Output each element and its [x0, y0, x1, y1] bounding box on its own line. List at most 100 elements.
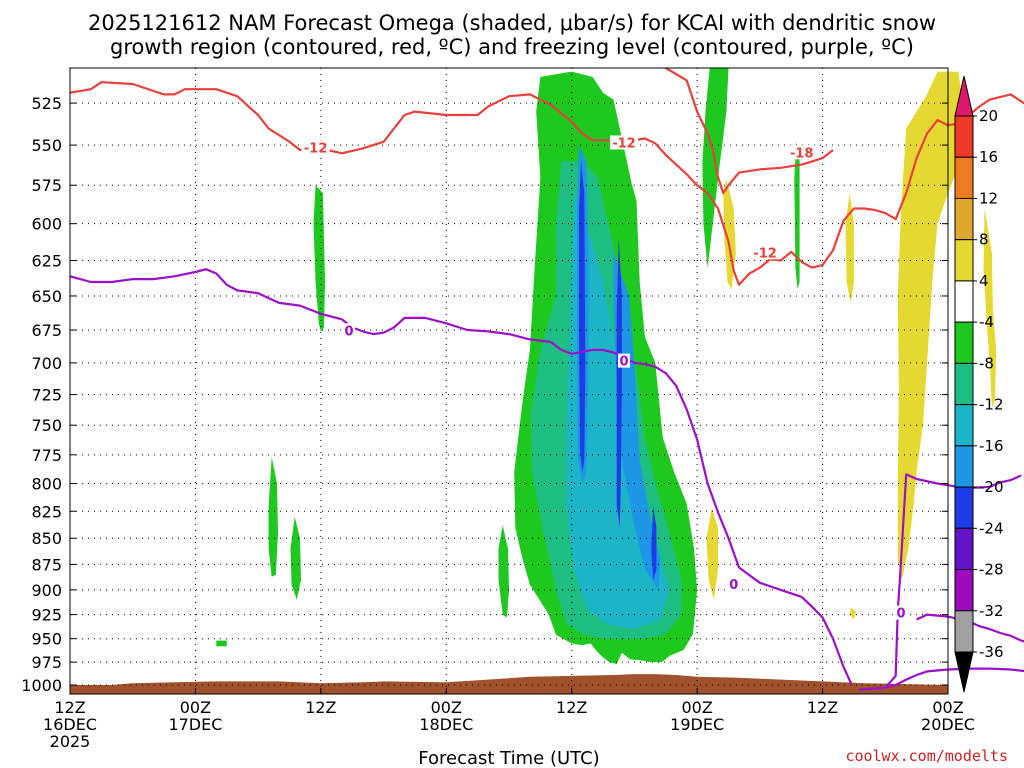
plot-frame	[69, 67, 949, 695]
contour-label-bg-2-2	[727, 576, 740, 591]
x-tick-label-36-1: 18DEC	[419, 715, 473, 734]
omega-region-2	[290, 516, 301, 600]
x-tick-label-84-1: 20DEC	[921, 715, 975, 734]
x-tick-label-0-2: 2025	[50, 732, 91, 751]
omega-region-10	[613, 253, 661, 590]
contour-label-1-0: -18	[790, 146, 814, 161]
colorbar-bin-5	[954, 280, 974, 323]
contour-label-bg-2-1	[617, 353, 630, 368]
colorbar-bin-11	[954, 527, 974, 571]
colorbar-label-3: 8	[979, 231, 989, 249]
chart-title-line2: growth region (contoured, red, ºC) and f…	[110, 35, 914, 59]
colorbar-label-11: -28	[979, 561, 1004, 579]
contour-label-2-1: 0	[619, 355, 628, 370]
x-tick-label-84-0: 00Z	[932, 698, 963, 717]
colorbar-bin-12	[954, 569, 974, 612]
colorbar-label-5: -4	[979, 313, 994, 331]
colorbar-label-2: 12	[979, 189, 998, 207]
colorbar-label-6: -8	[979, 354, 994, 372]
contour-lines: -12 -12 -12 -18 0 0 0 0	[69, 67, 1024, 691]
y-tick-label-675: 675	[31, 321, 62, 340]
contour-label-0-0: -12	[304, 141, 328, 156]
omega-region-16	[706, 508, 718, 600]
y-tick-label-925: 925	[31, 606, 62, 625]
omega-region-19	[983, 208, 997, 407]
colorbar-bin-2	[954, 156, 974, 199]
y-tick-label-975: 975	[31, 653, 62, 672]
contour-label-bg-1-0	[787, 145, 816, 160]
x-tick-label-24-0: 12Z	[305, 698, 336, 717]
colorbar-label-9: -20	[979, 478, 1004, 496]
colorbar-label-7: -12	[979, 396, 1004, 414]
contour-label-2-0: 0	[345, 324, 354, 339]
y-tick-label-750: 750	[31, 416, 62, 435]
omega-shading	[216, 68, 997, 665]
x-tick-label-60-1: 19DEC	[670, 715, 724, 734]
y-tick-label-625: 625	[31, 252, 62, 271]
y-tick-label-525: 525	[31, 94, 62, 113]
y-axis-ticks: 525 550 575 600 625 650 675 700 725 750 775 800 825 8…	[21, 94, 948, 695]
contour-label-bg-0-1	[609, 135, 638, 150]
colorbar-bin-1	[954, 115, 974, 158]
omega-region-11	[579, 161, 586, 473]
y-tick-label-825: 825	[31, 502, 62, 521]
y-tick-label-850: 850	[31, 529, 62, 548]
credit-text: coolwx.com/modelts	[845, 747, 1008, 765]
y-tick-label-725: 725	[31, 386, 62, 405]
colorbar-bin-10	[954, 486, 974, 529]
colorbar-bin-9	[954, 445, 974, 488]
x-tick-label-12-1: 17DEC	[168, 715, 222, 734]
contour-label-0-2: -12	[753, 246, 777, 261]
y-tick-label-1000: 1000	[21, 676, 62, 695]
contour-label-bg-0-0	[301, 140, 330, 155]
omega-region-13	[651, 505, 657, 580]
contour-label-3-0: 0	[896, 607, 905, 622]
colorbar-label-0: 20	[979, 107, 998, 125]
grid-lines	[70, 68, 948, 694]
contour-0	[69, 81, 1024, 286]
y-tick-label-700: 700	[31, 354, 62, 373]
contour-label-2-2: 0	[729, 578, 738, 593]
contour-label-bg-0-2	[751, 245, 780, 260]
colorbar-label-10: -24	[979, 519, 1004, 537]
y-tick-label-650: 650	[31, 287, 62, 306]
omega-region-1	[268, 457, 278, 577]
colorbar-bin-6	[954, 321, 974, 364]
omega-region-12	[616, 238, 622, 528]
contour-2	[69, 268, 853, 686]
omega-region-0	[313, 185, 325, 332]
x-tick-label-12-0: 00Z	[180, 698, 211, 717]
omega-region-20	[794, 141, 800, 289]
y-tick-label-550: 550	[31, 136, 62, 155]
colorbar-label-4: 4	[979, 272, 989, 290]
omega-region-15	[845, 193, 854, 303]
contour-1	[665, 67, 834, 195]
colorbar-bin-13	[954, 610, 974, 653]
x-tick-label-0-1: 16DEC	[43, 715, 97, 734]
y-tick-label-950: 950	[31, 630, 62, 649]
omega-region-18	[897, 71, 964, 580]
x-tick-label-0-0: 12Z	[54, 698, 85, 717]
omega-region-4	[498, 525, 509, 618]
colorbar-bin-4	[954, 239, 974, 282]
y-tick-label-900: 900	[31, 581, 62, 600]
contour-label-bg-2-0	[343, 323, 356, 338]
chart-title-line1: 2025121612 NAM Forecast Omega (shaded, μ…	[88, 11, 936, 35]
x-tick-label-48-0: 12Z	[556, 698, 587, 717]
omega-region-17	[849, 607, 856, 620]
terrain-polygon	[70, 674, 948, 694]
x-tick-label-72-0: 12Z	[807, 698, 838, 717]
plot-background	[70, 68, 948, 694]
colorbar-label-1: 16	[979, 148, 998, 166]
colorbar-label-8: -16	[979, 437, 1004, 455]
x-tick-label-60-0: 00Z	[681, 698, 712, 717]
colorbar-bin-7	[954, 362, 974, 406]
y-tick-label-575: 575	[31, 176, 62, 195]
contour-5	[885, 667, 1024, 689]
contour-4	[916, 613, 1024, 643]
colorbar-label-12: -32	[979, 602, 1004, 620]
contour-label-bg-3-0	[894, 605, 907, 620]
colorbar-label-13: -36	[979, 643, 1004, 661]
